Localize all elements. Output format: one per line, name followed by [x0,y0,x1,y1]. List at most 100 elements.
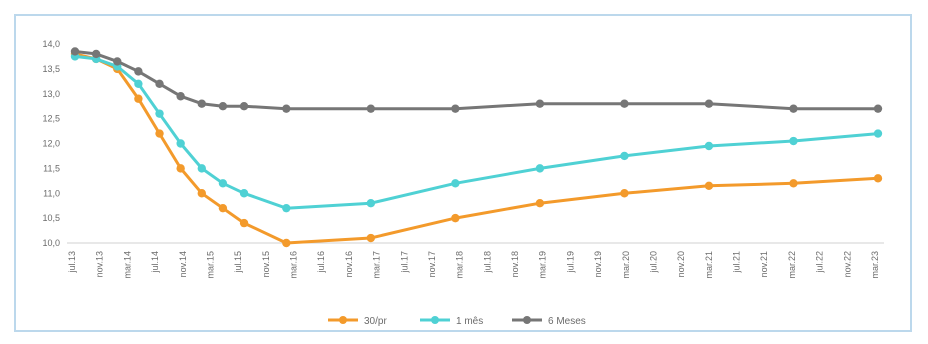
data-point [366,199,376,208]
x-tick-label: nov.13 [95,251,105,277]
data-point [451,179,460,188]
x-tick-label: jul.16 [316,251,326,274]
data-point [789,136,798,146]
data-point [176,164,185,173]
data-point [197,189,206,198]
data-point [789,104,798,113]
x-tick-label: jul.18 [482,251,492,274]
legend-swatch-marker [523,316,531,324]
x-tick-label: mar.22 [787,251,797,279]
data-point [535,99,545,108]
x-tick-label: mar.15 [205,251,215,279]
y-tick-label: 12,0 [42,139,60,149]
chart-legend: 30/pr 1 mês 6 Meses [328,316,586,327]
x-tick-label: jul.22 [815,251,825,274]
x-tick-label: nov.16 [344,251,354,277]
x-tick-label: nov.14 [178,251,188,277]
x-tick-label: mar.16 [289,251,299,279]
x-tick-label: mar.17 [372,251,382,279]
x-tick-label: nov.19 [593,251,603,277]
data-point [197,99,206,108]
legend-label: 1 mês [456,316,483,327]
x-tick-label: nov.18 [510,251,520,277]
x-tick-label: jul.19 [565,251,575,274]
x-tick-label: nov.17 [427,251,437,277]
data-point [155,79,164,89]
x-tick-label: mar.19 [538,251,548,279]
data-point [282,238,291,248]
series-1 [70,52,883,213]
data-point [239,101,249,111]
data-point [218,203,228,213]
data-point [282,203,291,213]
y-tick-label: 13,0 [42,89,60,99]
data-point [176,139,185,148]
legend-swatch-marker [431,316,439,324]
x-tick-label: mar.18 [455,251,465,279]
legend-label: 30/pr [364,316,387,327]
data-point [218,101,228,111]
data-point [535,164,545,173]
data-point [620,151,629,161]
series-line [74,52,879,245]
x-tick-label: jul.17 [399,251,409,274]
x-tick-label: jul.20 [648,251,658,274]
data-point [873,174,883,183]
data-point [155,129,164,138]
data-point [176,92,185,101]
data-point [134,67,143,76]
data-point [218,179,228,188]
x-tick-label: nov.21 [759,251,769,277]
y-tick-label: 14,0 [42,39,60,49]
data-point [451,104,460,113]
legend-swatch-marker [339,316,347,324]
data-point [134,79,143,89]
y-tick-label: 13,5 [42,64,60,74]
data-point [366,233,376,243]
chart-frame [14,14,912,332]
data-point [704,99,714,108]
x-axis-ticks: jul.13 nov.13 mar.14 jul.14 nov.14 mar.15 jul.… [67,251,880,279]
data-point [789,179,798,188]
y-tick-label: 11,0 [43,188,60,198]
data-point [873,129,883,138]
x-tick-label: mar.14 [122,251,132,279]
x-tick-label: mar.20 [621,251,631,279]
x-tick-label: jul.14 [150,251,160,274]
data-point [91,49,101,59]
data-point [620,99,629,108]
y-tick-label: 10,0 [42,238,60,248]
series-0 [70,49,883,248]
data-point [704,181,714,190]
series-lines [70,47,883,248]
y-tick-label: 11,5 [43,163,60,173]
data-point [873,104,883,113]
x-tick-label: jul.15 [233,251,243,274]
data-point [535,199,545,208]
y-tick-label: 10,5 [42,213,60,223]
series-line [74,50,878,111]
legend-label: 6 Meses [548,316,586,327]
x-tick-label: jul.21 [732,251,742,274]
x-tick-label: jul.13 [67,251,77,274]
y-axis-ticks: 14,0 13,5 13,0 12,5 12,0 11,5 11,0 10,5 10,0 [42,39,60,248]
y-tick-label: 12,5 [42,114,60,124]
x-tick-label: mar.23 [870,251,880,279]
x-tick-label: mar.21 [704,251,714,279]
x-tick-label: nov.20 [676,251,686,277]
data-point [451,213,460,223]
data-point [366,104,376,113]
data-point [239,189,249,198]
series-2 [70,47,883,113]
x-tick-label: nov.22 [842,251,852,277]
data-point [704,141,714,151]
data-point [155,109,164,118]
data-point [70,47,80,56]
data-point [239,218,249,228]
data-point [620,189,629,198]
data-point [197,164,206,173]
data-point [134,94,143,103]
data-point [282,104,291,113]
data-point [113,57,122,66]
